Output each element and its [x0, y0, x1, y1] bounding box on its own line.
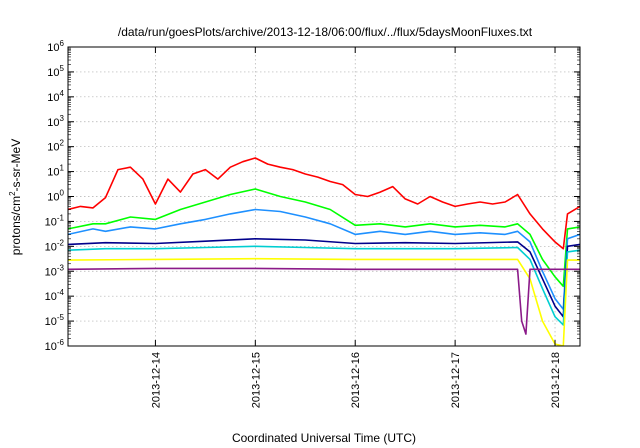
- y-tick-label: 103: [47, 114, 64, 129]
- chart-title: /data/run/goesPlots/archive/2013-12-18/0…: [118, 25, 533, 39]
- grid-lines: [68, 47, 580, 346]
- y-tick-label: 100: [47, 189, 64, 204]
- y-tick-label: 10-1: [45, 213, 65, 228]
- series-line-2: [68, 188, 580, 288]
- x-tick-label: 2013-12-14: [150, 352, 162, 408]
- y-tick-label: 105: [47, 64, 64, 79]
- x-tick-label: 2013-12-15: [250, 352, 262, 408]
- series-line-5: [68, 245, 580, 326]
- y-tick-label: 102: [47, 139, 64, 154]
- series-line-1: [68, 157, 580, 250]
- series-line-4: [68, 238, 580, 318]
- series-line-3: [68, 208, 580, 311]
- y-tick-label: 10-3: [45, 263, 65, 278]
- y-tick-label: 106: [47, 39, 64, 54]
- y-tick-label: 10-6: [45, 338, 65, 353]
- y-tick-label: 10-5: [45, 313, 65, 328]
- y-axis-label-superscript: 2: [8, 191, 17, 196]
- x-axis-ticks: 2013-12-14 2013-12-15 2013-12-16 2013-12-17…: [150, 47, 562, 408]
- x-tick-label: 2013-12-18: [550, 352, 562, 408]
- y-axis-ticks: 10-6 10-5 10-4 10-3 10-2 10-1 100 101 102 103 104 1…: [45, 39, 580, 353]
- y-tick-label: 10-4: [45, 288, 65, 303]
- y-axis-label-tail: -s-sr-MeV: [9, 139, 23, 192]
- x-tick-label: 2013-12-16: [350, 352, 362, 408]
- y-tick-label: 101: [47, 164, 64, 179]
- y-tick-label: 104: [47, 89, 64, 104]
- series-line-6: [68, 257, 580, 346]
- y-axis-label-base: protons/cm: [9, 196, 23, 255]
- series-line-7: [68, 267, 580, 335]
- x-tick-label: 2013-12-17: [450, 352, 462, 408]
- series-layer: [68, 157, 580, 346]
- y-axis-label: protons/cm2-s-sr-MeV: [8, 139, 23, 255]
- x-axis-label: Coordinated Universal Time (UTC): [232, 431, 416, 445]
- y-tick-label: 10-2: [45, 238, 65, 253]
